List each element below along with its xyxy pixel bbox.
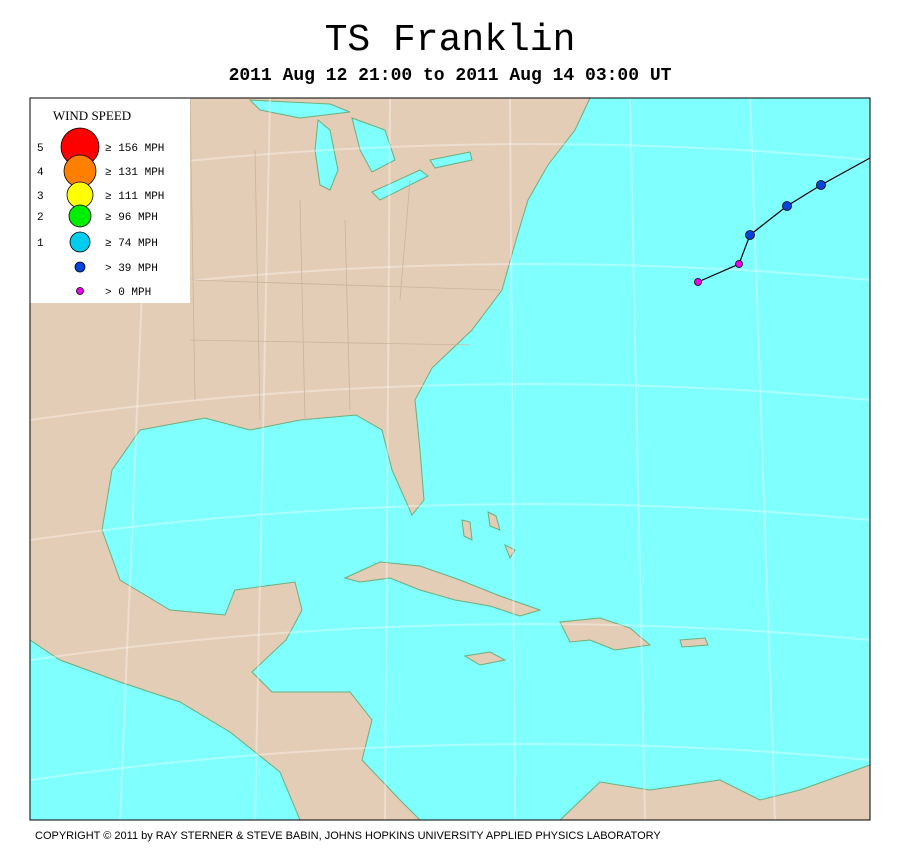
cuba bbox=[343, 561, 542, 617]
legend-category: 5 bbox=[37, 143, 44, 155]
legend-swatch bbox=[66, 181, 94, 209]
legend-category: 3 bbox=[37, 191, 44, 203]
map-frame bbox=[29, 97, 871, 821]
legend-category: 1 bbox=[37, 238, 44, 250]
hispaniola bbox=[559, 617, 652, 651]
legend-swatch bbox=[68, 204, 92, 228]
jamaica bbox=[463, 651, 507, 666]
track-point bbox=[782, 201, 792, 211]
legend-label: ≥ 131 MPH bbox=[105, 167, 164, 179]
copyright: COPYRIGHT © 2011 by RAY STERNER & STEVE … bbox=[35, 830, 661, 842]
map: WIND SPEED 5 ≥ 156 MPH 4 ≥ 131 MPH 3 ≥ 111 MP… bbox=[29, 97, 871, 821]
track-point bbox=[816, 180, 826, 190]
bahamas bbox=[461, 511, 516, 560]
legend: 5 ≥ 156 MPH 4 ≥ 131 MPH 3 ≥ 111 MPH 2 ≥ 96 MPH 1… bbox=[37, 127, 164, 299]
legend-label: > 0 MPH bbox=[105, 287, 151, 299]
track-point bbox=[694, 278, 702, 286]
lake-superior bbox=[248, 99, 351, 119]
ocean bbox=[101, 97, 871, 821]
legend-title: WIND SPEED bbox=[53, 108, 131, 123]
lake-huron bbox=[351, 117, 396, 173]
legend-label: ≥ 74 MPH bbox=[105, 238, 158, 250]
legend-swatch bbox=[76, 287, 84, 295]
legend-box bbox=[30, 98, 190, 303]
legend-swatch bbox=[74, 261, 86, 273]
legend-category: 4 bbox=[37, 167, 44, 179]
legend-category: 2 bbox=[37, 212, 44, 224]
legend-label: ≥ 156 MPH bbox=[105, 143, 164, 155]
lake-erie bbox=[371, 169, 429, 201]
track-point bbox=[745, 230, 755, 240]
lake-michigan bbox=[314, 119, 339, 191]
legend-label: ≥ 96 MPH bbox=[105, 212, 158, 224]
legend-swatch bbox=[69, 231, 91, 253]
storm-track bbox=[694, 157, 871, 286]
puerto-rico bbox=[679, 637, 709, 648]
title: TS Franklin bbox=[325, 19, 576, 62]
subtitle: 2011 Aug 12 21:00 to 2011 Aug 14 03:00 U… bbox=[229, 66, 672, 86]
legend-label: ≥ 111 MPH bbox=[105, 191, 164, 203]
legend-label: > 39 MPH bbox=[105, 263, 158, 275]
state-borders bbox=[189, 97, 501, 421]
track-point bbox=[735, 260, 743, 268]
lake-ontario bbox=[429, 151, 473, 169]
track-line bbox=[697, 157, 871, 283]
